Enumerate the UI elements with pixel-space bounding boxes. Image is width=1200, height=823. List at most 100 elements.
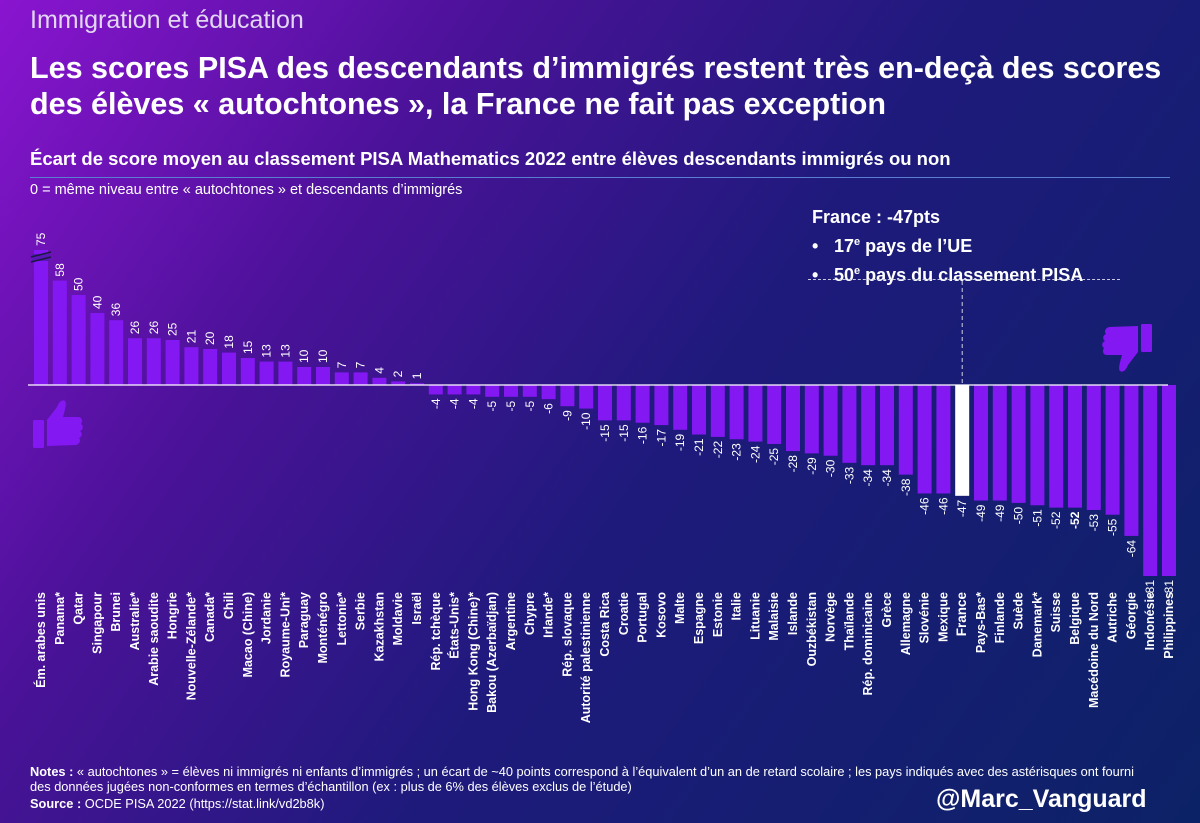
value-label-3: 40 — [90, 295, 104, 309]
source-text: OCDE PISA 2022 (https://stat.link/vd2b8k… — [81, 796, 325, 811]
bar-51 — [992, 385, 1007, 501]
bar-0 — [34, 250, 48, 385]
category-label-19: Moldavie — [391, 592, 405, 646]
category-label-60: Philippines — [1162, 592, 1176, 659]
category-label-8: Nouvelle-Zélande* — [184, 592, 198, 700]
bar-30 — [598, 385, 612, 421]
bar-18 — [372, 377, 387, 385]
value-label-42: -30 — [824, 459, 838, 477]
value-label-5: 26 — [128, 321, 142, 335]
category-label-14: Paraguay — [297, 592, 311, 648]
bar-19 — [391, 381, 406, 385]
bar-3 — [90, 313, 105, 385]
bar-37 — [729, 385, 744, 440]
bar-32 — [635, 385, 650, 423]
value-label-54: -52 — [1049, 511, 1063, 529]
value-label-36: -22 — [711, 441, 725, 459]
category-label-36: Estonie — [711, 592, 725, 637]
category-label-50: Pays-Bas* — [974, 592, 988, 653]
category-label-16: Lettonie* — [335, 592, 349, 646]
value-label-12: 13 — [260, 344, 274, 358]
value-label-19: 2 — [391, 370, 405, 377]
category-label-42: Norvège — [824, 592, 838, 642]
value-label-13: 13 — [278, 344, 292, 358]
bar-29 — [579, 385, 594, 409]
footnotes: Notes : « autochtones » = élèves ni immi… — [30, 764, 1150, 794]
kicker: Immigration et éducation — [30, 6, 304, 34]
category-label-11: Macao (Chine) — [241, 592, 255, 677]
value-label-47: -46 — [918, 497, 932, 515]
bar-21 — [428, 385, 443, 395]
value-label-60: -81 — [1162, 580, 1176, 598]
bar-25 — [504, 385, 518, 397]
bar-47 — [917, 385, 932, 494]
break-line-top — [30, 251, 52, 258]
bar-43 — [842, 385, 857, 463]
value-label-18: 4 — [372, 367, 386, 374]
value-label-16: 7 — [335, 361, 349, 368]
bar-16 — [334, 372, 349, 385]
value-label-33: -17 — [654, 429, 668, 447]
category-label-15: Monténégro — [316, 592, 330, 664]
value-label-35: -21 — [692, 438, 706, 456]
category-label-56: Macédoine du Nord — [1087, 592, 1101, 708]
value-label-21: -4 — [429, 398, 443, 409]
category-label-7: Hongrie — [166, 592, 180, 639]
category-label-44: Rép. dominicaine — [861, 592, 875, 696]
bar-7 — [165, 340, 180, 385]
category-label-39: Malaisie — [767, 592, 781, 641]
bar-27 — [541, 385, 556, 400]
value-label-46: -38 — [899, 478, 913, 496]
bar-8 — [184, 347, 199, 385]
callout-divider — [808, 279, 1120, 280]
value-label-53: -51 — [1030, 509, 1044, 527]
source-line: Source : OCDE PISA 2022 (https://stat.li… — [30, 796, 324, 811]
bar-34 — [673, 385, 688, 430]
value-label-6: 26 — [147, 321, 161, 335]
value-label-9: 20 — [203, 331, 217, 345]
category-label-20: Israël — [410, 592, 424, 625]
bar-48 — [936, 385, 951, 494]
category-label-52: Suède — [1012, 592, 1026, 630]
value-label-22: -4 — [448, 398, 462, 409]
category-label-34: Malte — [673, 592, 687, 624]
value-label-26: -5 — [523, 400, 537, 411]
value-label-27: -6 — [542, 403, 556, 414]
france-callout: France : -47pts • 17e pays de l’UE • 50e p… — [812, 205, 1083, 288]
bar-58 — [1124, 385, 1139, 536]
callout-pisa-rank-number: 50 — [834, 265, 855, 285]
category-label-32: Portugal — [636, 592, 650, 643]
bar-41 — [804, 385, 819, 454]
value-label-31: -15 — [617, 424, 631, 442]
value-label-0: 75 — [34, 232, 48, 246]
category-label-13: Royaume-Uni* — [278, 592, 292, 678]
bar-50 — [974, 385, 988, 501]
value-label-2: 50 — [72, 277, 86, 291]
value-label-28: -9 — [560, 410, 574, 421]
thumbs-down-icon — [1102, 324, 1152, 372]
value-label-11: 15 — [241, 340, 255, 354]
break-gap — [32, 254, 50, 261]
value-label-45: -34 — [880, 469, 894, 487]
bar-24 — [485, 385, 500, 397]
thumbs-up-icon — [33, 400, 83, 448]
callout-pisa-rank-text: pays du classement PISA — [860, 265, 1084, 285]
value-label-7: 25 — [166, 322, 180, 336]
value-label-32: -16 — [636, 426, 650, 444]
category-label-18: Kazakhstan — [372, 592, 386, 661]
callout-eu-rank-text: pays de l’UE — [860, 236, 973, 256]
category-label-4: Brunei — [109, 592, 123, 632]
category-label-3: Singapour — [90, 592, 104, 654]
category-label-2: Qatar — [72, 592, 86, 625]
value-label-49: -47 — [955, 500, 969, 518]
value-label-41: -29 — [805, 457, 819, 475]
bar-55 — [1068, 385, 1082, 508]
category-label-27: Irlande* — [542, 592, 556, 638]
category-label-48: Mexique — [936, 592, 950, 642]
category-label-17: Serbie — [354, 592, 368, 630]
author-handle: @Marc_Vanguard — [936, 785, 1147, 813]
value-label-4: 36 — [109, 303, 123, 317]
category-label-22: États-Unis* — [447, 592, 462, 659]
category-label-25: Argentine — [504, 592, 518, 650]
